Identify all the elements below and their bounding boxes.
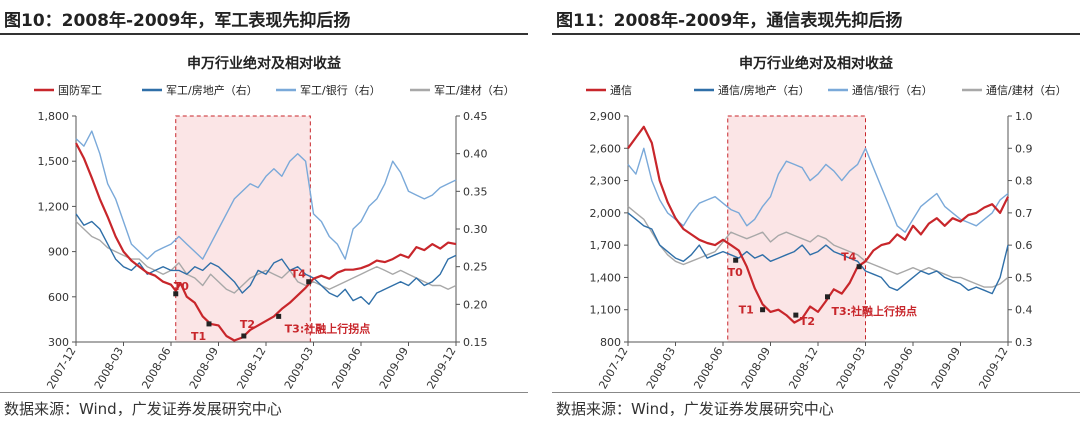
y-left-tick-label: 1,800 bbox=[38, 110, 70, 123]
source-note: 数据来源：Wind，广发证券发展研究中心 bbox=[556, 400, 834, 418]
title-divider bbox=[552, 33, 1080, 35]
series-line-2 bbox=[75, 130, 457, 260]
series-line-0 bbox=[75, 142, 457, 342]
y-right-tick-label: 0.30 bbox=[463, 223, 488, 236]
y-left-tick-label: 2,900 bbox=[590, 110, 622, 123]
annotation-marker bbox=[760, 307, 766, 313]
annotation-marker bbox=[173, 291, 179, 297]
legend-label: 通信 bbox=[610, 84, 632, 97]
annotation-marker bbox=[733, 257, 739, 263]
x-tick-label: 2008-12 bbox=[786, 345, 820, 390]
x-tick-label: 2009-12 bbox=[976, 345, 1010, 390]
y-left-tick-label: 1,200 bbox=[38, 200, 70, 213]
y-right-tick-label: 0.5 bbox=[1015, 271, 1033, 284]
annotation-label: T2 bbox=[800, 315, 815, 328]
y-right-tick-label: 0.3 bbox=[1015, 336, 1033, 349]
series-line-1 bbox=[75, 213, 457, 305]
source-note: 数据来源：Wind，广发证券发展研究中心 bbox=[4, 400, 282, 418]
y-left-tick-label: 600 bbox=[48, 291, 69, 304]
legend-label: 通信/银行（右） bbox=[852, 83, 933, 97]
y-right-tick-label: 0.20 bbox=[463, 298, 488, 311]
annotation-marker bbox=[206, 321, 212, 327]
x-tick-label: 2008-09 bbox=[739, 345, 773, 390]
x-tick-label: 2009-12 bbox=[424, 345, 458, 390]
annotation-label: T0 bbox=[174, 280, 190, 293]
y-right-tick-label: 0.40 bbox=[463, 148, 488, 161]
annotation-label: T4 bbox=[291, 268, 307, 281]
legend-label: 军工/建材（右） bbox=[434, 83, 515, 97]
x-tick-label: 2008-03 bbox=[644, 345, 678, 390]
y-right-tick-label: 0.35 bbox=[463, 185, 488, 198]
annotation-marker bbox=[825, 294, 830, 300]
series-line-3 bbox=[75, 220, 457, 294]
y-left-tick-label: 1,700 bbox=[590, 239, 622, 252]
annotation-label: T3:社融上行拐点 bbox=[285, 321, 371, 335]
figure-title: 图10：2008年-2009年，军工表现先抑后扬 bbox=[4, 11, 351, 31]
y-left-tick-label: 1,400 bbox=[590, 271, 622, 284]
x-tick-label: 2009-03 bbox=[834, 345, 868, 390]
annotation-label: T1 bbox=[739, 304, 754, 317]
y-left-tick-label: 300 bbox=[48, 336, 69, 349]
y-right-tick-label: 0.4 bbox=[1015, 304, 1033, 317]
legend-label: 军工/房地产（右） bbox=[166, 83, 258, 97]
x-tick-label: 2008-09 bbox=[187, 345, 221, 390]
y-left-tick-label: 900 bbox=[48, 246, 69, 259]
annotation-marker bbox=[306, 279, 312, 285]
y-right-tick-label: 0.6 bbox=[1015, 239, 1033, 252]
x-tick-label: 2009-09 bbox=[377, 345, 411, 390]
figure-11-panel: 图11：2008年-2009年，通信表现先抑后扬 申万行业绝对及相对收益通信 通信… bbox=[552, 0, 1080, 422]
annotation-label: T4 bbox=[841, 251, 857, 264]
x-tick-label: 2009-06 bbox=[329, 345, 363, 390]
source-divider bbox=[552, 392, 1080, 393]
series-line-3 bbox=[627, 205, 1009, 288]
annotation-marker bbox=[276, 313, 282, 319]
y-left-tick-label: 2,600 bbox=[590, 142, 622, 155]
series-line-0 bbox=[627, 125, 1009, 324]
x-tick-label: 2008-12 bbox=[234, 345, 268, 390]
y-right-tick-label: 0.7 bbox=[1015, 207, 1033, 220]
annotation-marker bbox=[856, 264, 862, 270]
y-right-tick-label: 0.45 bbox=[463, 110, 488, 123]
legend-label: 国防军工 bbox=[58, 83, 102, 97]
series-line-1 bbox=[627, 212, 1009, 295]
chart-title: 申万行业绝对及相对收益 bbox=[739, 55, 893, 72]
legend-label: 通信/房地产（右） bbox=[718, 83, 810, 97]
figure-title: 图11：2008年-2009年，通信表现先抑后扬 bbox=[556, 11, 903, 31]
title-divider bbox=[0, 33, 528, 35]
x-tick-label: 2007-12 bbox=[596, 345, 630, 390]
legend-label: 通信/建材（右） bbox=[986, 83, 1067, 97]
legend-label: 军工/银行（右） bbox=[300, 83, 381, 97]
highlight-region bbox=[175, 115, 311, 343]
figure-10-panel: 图10：2008年-2009年，军工表现先抑后扬 申万行业绝对及相对收益国防军工… bbox=[0, 0, 528, 422]
y-right-tick-label: 0.8 bbox=[1015, 175, 1033, 188]
y-left-tick-label: 2,000 bbox=[590, 207, 622, 220]
x-tick-label: 2007-12 bbox=[44, 345, 78, 390]
y-left-tick-label: 1,100 bbox=[590, 304, 622, 317]
annotation-label: T1 bbox=[191, 330, 206, 343]
x-tick-label: 2009-09 bbox=[929, 345, 963, 390]
series-line-2 bbox=[627, 147, 1009, 233]
y-right-tick-label: 0.15 bbox=[463, 336, 488, 349]
x-tick-label: 2008-03 bbox=[92, 345, 126, 390]
highlight-region bbox=[727, 115, 866, 343]
x-tick-label: 2008-06 bbox=[691, 345, 725, 390]
y-right-tick-label: 0.9 bbox=[1015, 142, 1033, 155]
y-left-tick-label: 2,300 bbox=[590, 175, 622, 188]
x-tick-label: 2009-06 bbox=[881, 345, 915, 390]
annotation-label: T0 bbox=[728, 266, 744, 279]
annotation-label: T3:社融上行拐点 bbox=[832, 304, 918, 318]
annotation-marker bbox=[793, 312, 799, 318]
y-right-tick-label: 0.25 bbox=[463, 261, 488, 274]
annotation-marker bbox=[241, 333, 247, 339]
annotation-label: T2 bbox=[240, 318, 255, 331]
source-divider bbox=[0, 392, 528, 393]
x-tick-label: 2008-06 bbox=[139, 345, 173, 390]
x-tick-label: 2009-03 bbox=[282, 345, 316, 390]
y-left-tick-label: 1,500 bbox=[38, 155, 70, 168]
chart-title: 申万行业绝对及相对收益 bbox=[187, 55, 341, 72]
y-right-tick-label: 1.0 bbox=[1015, 110, 1033, 123]
y-left-tick-label: 800 bbox=[600, 336, 621, 349]
